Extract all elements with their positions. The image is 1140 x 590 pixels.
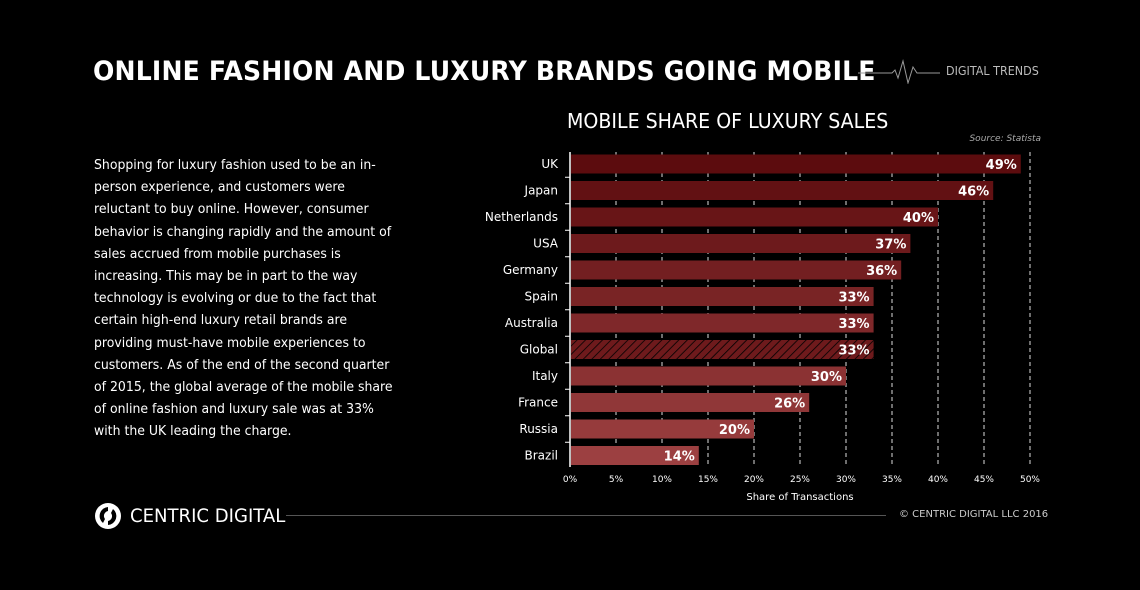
- x-tick-label: 30%: [836, 475, 856, 485]
- data-label: 36%: [866, 264, 897, 279]
- section-tag: DIGITAL TRENDS: [946, 64, 1039, 78]
- data-label: 33%: [838, 291, 869, 306]
- bar-france: [571, 393, 810, 412]
- data-label: 26%: [774, 397, 805, 412]
- centric-logo-icon: [95, 503, 121, 529]
- copyright: © CENTRIC DIGITAL LLC 2016: [899, 509, 1049, 520]
- data-label: 49%: [986, 158, 1017, 173]
- category-label: Spain: [524, 290, 558, 304]
- x-axis-label: Share of Transactions: [746, 492, 853, 503]
- x-tick-label: 35%: [882, 475, 902, 485]
- bar-italy: [571, 366, 846, 386]
- data-label: 20%: [719, 423, 750, 438]
- x-tick-label: 50%: [1020, 475, 1040, 485]
- data-label: 40%: [903, 211, 934, 226]
- category-label: Japan: [524, 184, 558, 198]
- category-label: Brazil: [525, 449, 559, 463]
- brand-logo: CENTRIC DIGITAL: [94, 502, 293, 530]
- data-label: 33%: [838, 317, 869, 332]
- x-tick-label: 40%: [928, 475, 948, 485]
- category-label: UK: [541, 157, 559, 171]
- category-label: France: [518, 396, 558, 410]
- intro-paragraph: Shopping for luxury fashion used to be a…: [94, 158, 393, 440]
- bar-uk: [571, 154, 1021, 174]
- x-tick-label: 10%: [652, 475, 672, 485]
- brand-name: CENTRIC DIGITAL: [130, 505, 286, 527]
- x-tick-label: 15%: [698, 475, 718, 485]
- category-label: Australia: [505, 316, 558, 330]
- category-label: Germany: [503, 263, 558, 277]
- bar-japan: [571, 181, 994, 200]
- bar-australia: [571, 313, 874, 333]
- x-tick-label: 25%: [790, 475, 810, 485]
- data-label: 46%: [958, 185, 989, 200]
- category-label: Russia: [519, 422, 558, 436]
- bar-spain: [571, 287, 874, 306]
- bar-usa: [571, 234, 911, 253]
- bar-germany: [571, 260, 902, 280]
- x-tick-label: 0%: [563, 475, 578, 485]
- category-label: USA: [533, 237, 559, 251]
- chart-title: MOBILE SHARE OF LUXURY SALES: [567, 109, 889, 133]
- bar-global: [571, 340, 874, 359]
- x-tick-label: 20%: [744, 475, 764, 485]
- pulse-line-icon: [858, 59, 940, 84]
- data-label: 33%: [838, 344, 869, 359]
- bar-netherlands: [571, 207, 938, 227]
- category-label: Italy: [532, 369, 558, 383]
- bar-russia: [571, 419, 754, 439]
- data-label: 14%: [664, 450, 695, 465]
- x-tick-label: 5%: [609, 475, 624, 485]
- category-label: Netherlands: [485, 210, 558, 224]
- chart-source: Source: Statista: [969, 134, 1041, 144]
- bar-brazil: [571, 446, 699, 465]
- footer-divider: [286, 515, 886, 516]
- data-label: 30%: [811, 370, 842, 385]
- data-label: 37%: [875, 238, 906, 253]
- x-tick-label: 45%: [974, 475, 994, 485]
- category-label: Global: [520, 343, 558, 357]
- page-title: ONLINE FASHION AND LUXURY BRANDS GOING M…: [93, 56, 876, 87]
